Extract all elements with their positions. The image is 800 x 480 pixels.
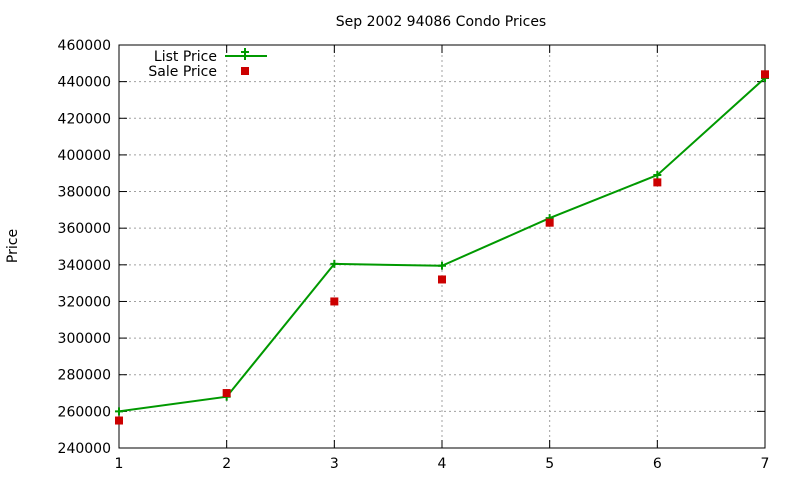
- sale-price-point: [438, 275, 446, 284]
- list-price-point: [330, 259, 339, 268]
- list-price-point: [115, 407, 123, 416]
- plot-area-border: [118, 44, 766, 449]
- y-axis-label: Price: [5, 229, 21, 263]
- gridlines: [119, 45, 765, 448]
- y-tick-label: 280000: [58, 368, 111, 384]
- y-tick-label: 460000: [58, 38, 111, 54]
- x-tick-label: 7: [761, 456, 770, 472]
- legend-marker-list-price: [241, 48, 249, 60]
- sale-price-point: [653, 178, 662, 187]
- sale-price-point: [330, 297, 339, 306]
- sale-price-point: [222, 389, 231, 398]
- x-tick-label: 5: [545, 456, 554, 472]
- sale-price-point: [761, 70, 769, 79]
- sale-price-point: [545, 218, 554, 227]
- x-tick-label: 1: [115, 456, 124, 472]
- x-tick-label: 3: [330, 456, 339, 472]
- y-tick-label: 300000: [58, 331, 111, 347]
- y-tick-label: 360000: [58, 221, 111, 237]
- list-price-point: [653, 171, 662, 180]
- y-tick-label: 340000: [58, 258, 111, 274]
- y-tick-label: 240000: [58, 441, 111, 457]
- y-tick-label: 440000: [58, 75, 111, 91]
- legend-label-sale-price: Sale Price: [148, 64, 217, 80]
- x-tick-label: 2: [222, 456, 231, 472]
- x-tick-label: 6: [653, 456, 662, 472]
- y-tick-label: 260000: [58, 404, 111, 420]
- y-tick-label: 320000: [58, 294, 111, 310]
- x-axis-ticks: 1 2 3 4 5 6 7: [115, 45, 770, 472]
- y-tick-label: 400000: [58, 148, 111, 164]
- series-layer: [115, 70, 769, 425]
- chart-title: Sep 2002 94086 Condo Prices: [336, 14, 546, 30]
- legend-label-list-price: List Price: [154, 49, 217, 65]
- y-tick-label: 420000: [58, 111, 111, 127]
- legend: List Price Sale Price: [148, 48, 267, 80]
- y-axis-ticks: 240000 260000 280000 300000 320000 340000 3600…: [58, 38, 765, 457]
- sale-price-point: [115, 416, 123, 425]
- y-tick-label: 380000: [58, 185, 111, 201]
- x-tick-label: 4: [438, 456, 447, 472]
- list-price-point: [438, 261, 446, 270]
- legend-marker-sale-price: [241, 67, 249, 75]
